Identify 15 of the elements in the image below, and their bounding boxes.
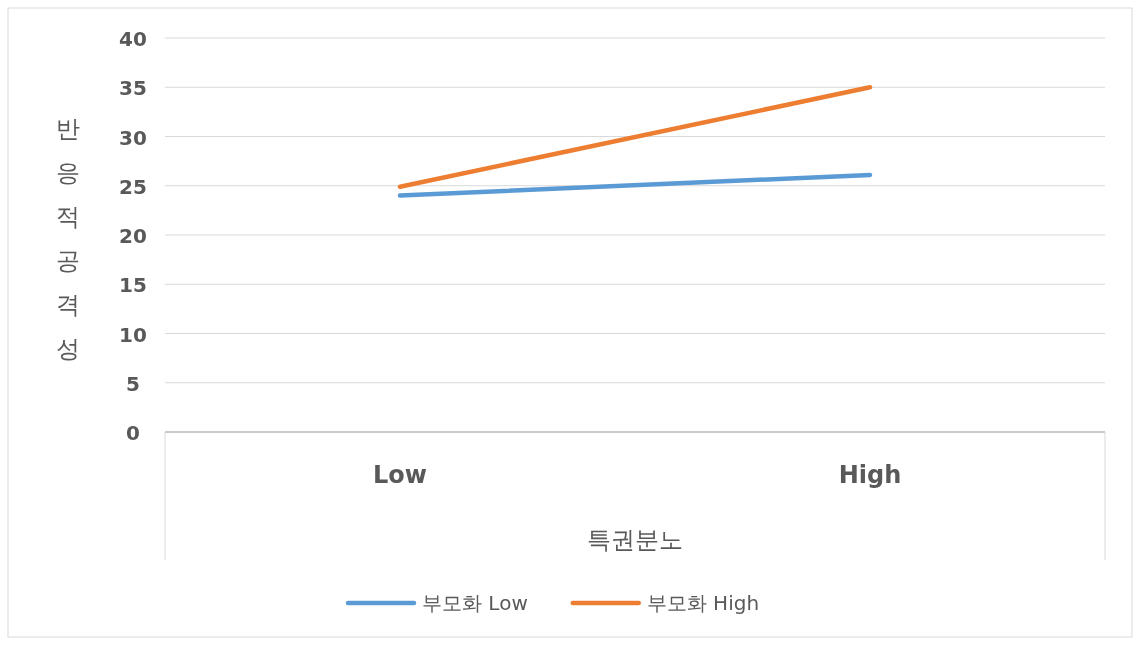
y-tick-label: 20: [119, 224, 147, 248]
x-tick-label: Low: [373, 461, 427, 489]
y-tick-label: 40: [119, 27, 147, 51]
legend-label: 부모화 Low: [422, 591, 528, 615]
y-tick-label: 0: [126, 421, 140, 445]
x-tick-label: High: [838, 461, 902, 489]
y-tick-label: 10: [119, 322, 147, 347]
x-axis-title: 특권분노: [587, 526, 683, 554]
y-tick-label: 25: [119, 174, 147, 199]
y-tick-label: 35: [119, 76, 147, 101]
y-tick-label: 30: [119, 125, 147, 150]
y-axis-title: 반응적 공격성: [56, 115, 80, 363]
legend-label: 부모화 High: [646, 591, 760, 615]
y-tick-label: 5: [126, 371, 140, 396]
y-tick-label: 15: [119, 273, 147, 298]
